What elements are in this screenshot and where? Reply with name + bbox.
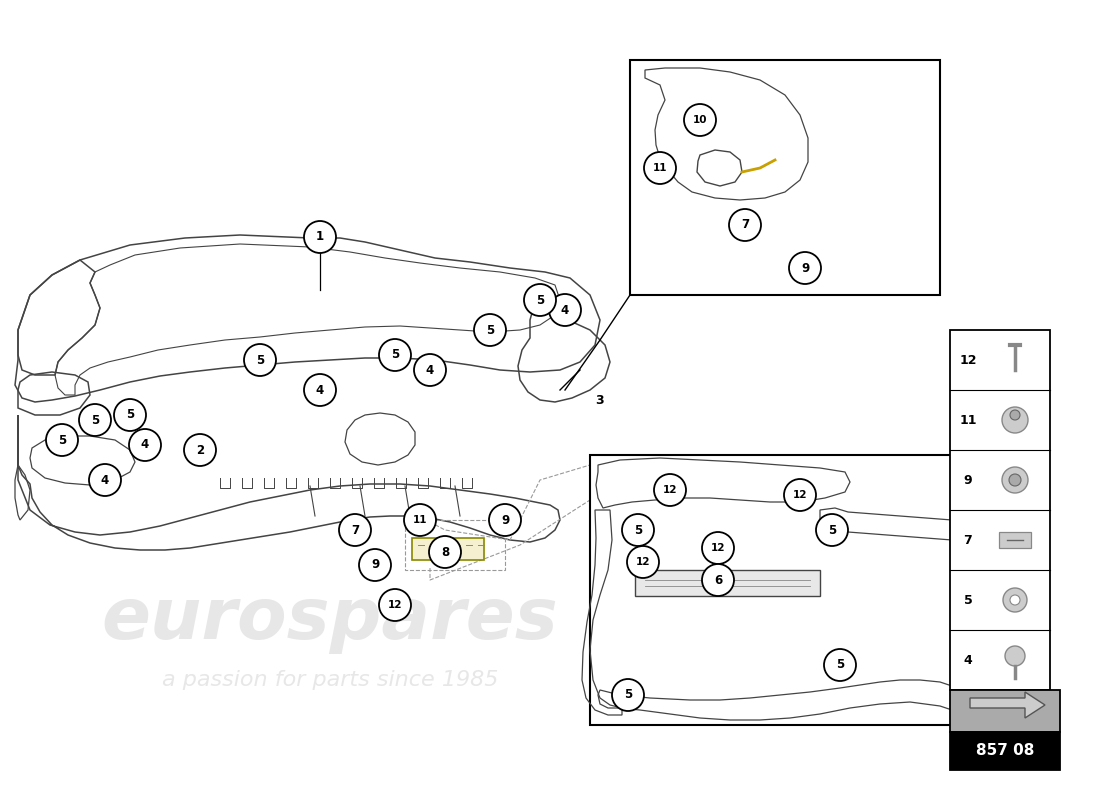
Circle shape: [244, 344, 276, 376]
Text: 4: 4: [101, 474, 109, 486]
Text: 4: 4: [426, 363, 434, 377]
Circle shape: [654, 474, 686, 506]
Bar: [412, 538, 484, 560]
Text: 5: 5: [624, 689, 632, 702]
Text: 4: 4: [964, 654, 972, 666]
Circle shape: [379, 589, 411, 621]
Text: 9: 9: [371, 558, 380, 571]
Circle shape: [816, 514, 848, 546]
Circle shape: [702, 532, 734, 564]
Text: a passion for parts since 1985: a passion for parts since 1985: [162, 670, 498, 690]
Text: 12: 12: [387, 600, 403, 610]
Bar: [950, 690, 1060, 731]
Circle shape: [1009, 474, 1021, 486]
Circle shape: [304, 221, 336, 253]
Text: 12: 12: [959, 354, 977, 366]
Circle shape: [490, 504, 521, 536]
Text: 5: 5: [486, 323, 494, 337]
Circle shape: [304, 374, 336, 406]
Circle shape: [1002, 407, 1028, 433]
Circle shape: [1010, 595, 1020, 605]
Text: 5: 5: [58, 434, 66, 446]
Circle shape: [684, 104, 716, 136]
Text: 12: 12: [793, 490, 807, 500]
Circle shape: [1010, 410, 1020, 420]
Circle shape: [612, 679, 643, 711]
Circle shape: [404, 504, 436, 536]
Text: 5: 5: [256, 354, 264, 366]
Circle shape: [359, 549, 390, 581]
Text: 9: 9: [801, 262, 810, 274]
Text: 2: 2: [196, 449, 205, 462]
Circle shape: [729, 209, 761, 241]
Circle shape: [824, 649, 856, 681]
Circle shape: [414, 354, 446, 386]
Polygon shape: [970, 692, 1045, 718]
Circle shape: [379, 339, 411, 371]
Bar: [635, 570, 820, 596]
Bar: [630, 60, 940, 295]
Circle shape: [627, 546, 659, 578]
Text: 5: 5: [836, 658, 844, 671]
Bar: [950, 731, 1060, 770]
Bar: [405, 520, 505, 570]
Circle shape: [789, 252, 821, 284]
Text: 7: 7: [741, 218, 749, 231]
Text: 1: 1: [316, 230, 324, 243]
Text: 4: 4: [141, 438, 150, 451]
Text: 5: 5: [964, 594, 972, 606]
Text: 7: 7: [351, 523, 359, 537]
Text: 3: 3: [596, 394, 604, 406]
Circle shape: [549, 294, 581, 326]
Text: 5: 5: [828, 523, 836, 537]
Text: 2: 2: [196, 443, 205, 457]
Circle shape: [1005, 646, 1025, 666]
Text: 11: 11: [959, 414, 977, 426]
Text: 5: 5: [125, 409, 134, 422]
Circle shape: [429, 536, 461, 568]
Circle shape: [114, 399, 146, 431]
Circle shape: [644, 152, 676, 184]
Text: 4: 4: [316, 383, 324, 397]
Text: 12: 12: [636, 557, 650, 567]
Text: 11: 11: [652, 163, 668, 173]
Circle shape: [184, 434, 216, 466]
Circle shape: [339, 514, 371, 546]
Text: 10: 10: [693, 115, 707, 125]
Circle shape: [89, 464, 121, 496]
Text: 5: 5: [634, 523, 642, 537]
Circle shape: [46, 424, 78, 456]
Text: 9: 9: [964, 474, 972, 486]
Circle shape: [1003, 588, 1027, 612]
Bar: [950, 330, 1050, 690]
Text: 6: 6: [714, 574, 722, 586]
Circle shape: [524, 284, 556, 316]
Circle shape: [79, 404, 111, 436]
Text: eurospares: eurospares: [101, 586, 559, 654]
Circle shape: [474, 314, 506, 346]
Bar: [590, 455, 955, 725]
Text: 8: 8: [441, 546, 449, 558]
Text: 9: 9: [500, 514, 509, 526]
Text: 5: 5: [91, 414, 99, 426]
Text: 4: 4: [561, 303, 569, 317]
Circle shape: [702, 564, 734, 596]
Circle shape: [621, 514, 654, 546]
Circle shape: [129, 429, 161, 461]
Text: 857 08: 857 08: [976, 743, 1034, 758]
Circle shape: [1002, 467, 1028, 493]
Text: 12: 12: [711, 543, 725, 553]
Circle shape: [784, 479, 816, 511]
Text: 7: 7: [964, 534, 972, 546]
Bar: [999, 532, 1031, 548]
Text: 5: 5: [536, 294, 544, 306]
Text: 12: 12: [662, 485, 678, 495]
Text: 5: 5: [390, 349, 399, 362]
Text: 11: 11: [412, 515, 427, 525]
